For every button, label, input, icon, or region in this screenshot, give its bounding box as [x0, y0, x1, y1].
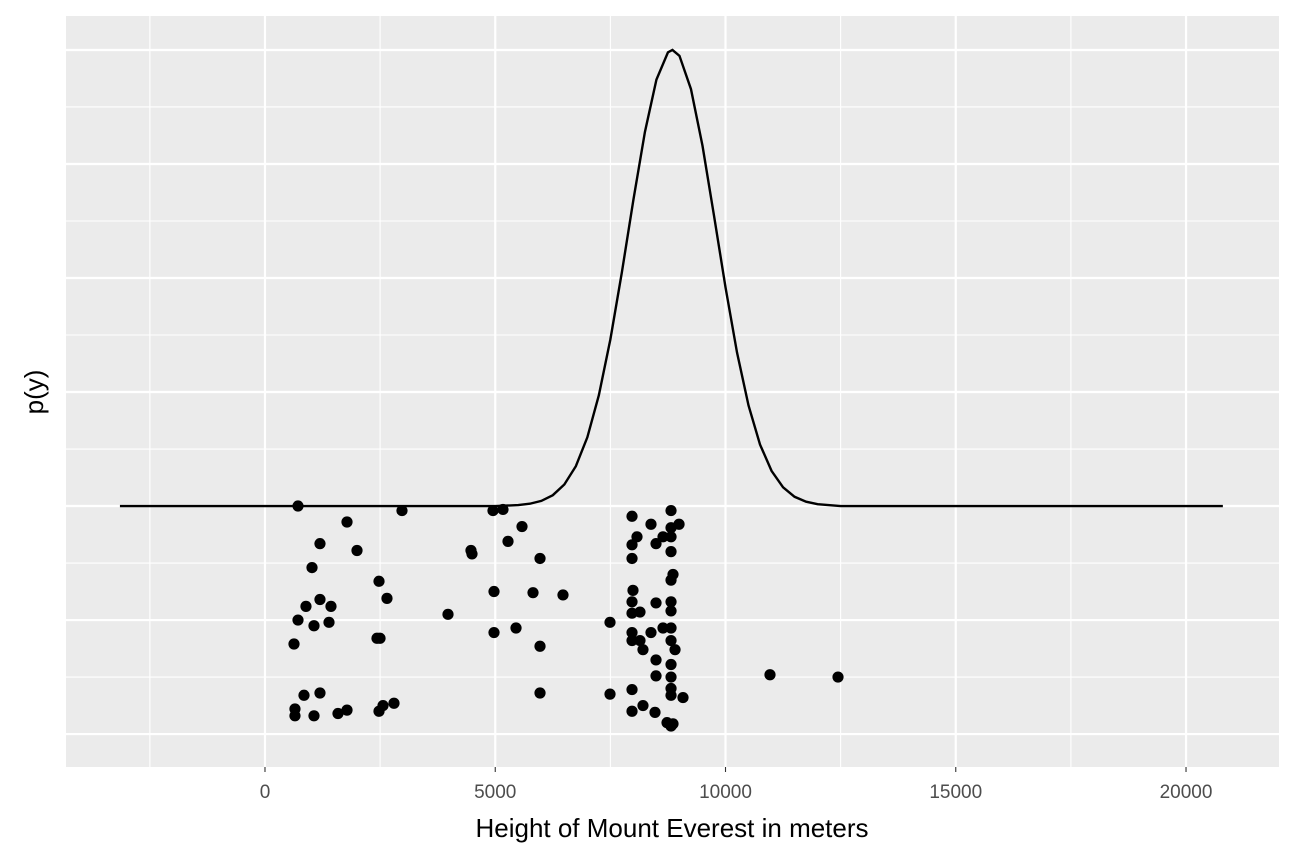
x-tick-label: 5000 — [474, 782, 516, 803]
point — [306, 561, 318, 574]
x-tick-label: 15000 — [929, 782, 982, 803]
point — [314, 593, 326, 606]
point — [626, 705, 638, 717]
point — [665, 658, 677, 671]
point — [487, 504, 499, 517]
point — [637, 699, 649, 712]
point — [604, 616, 616, 628]
point — [764, 669, 776, 681]
point — [665, 504, 677, 517]
point — [534, 640, 546, 652]
point — [631, 531, 643, 543]
point — [341, 516, 353, 528]
x-tick-label: 0 — [260, 782, 271, 803]
point — [323, 616, 335, 628]
point — [292, 500, 304, 512]
point — [488, 585, 500, 598]
x-axis-title: Height of Mount Everest in meters — [475, 813, 868, 843]
x-tick-label: 20000 — [1160, 782, 1213, 803]
point — [298, 689, 310, 701]
x-tick-label: 10000 — [699, 782, 752, 803]
point — [650, 597, 662, 609]
point — [650, 538, 662, 550]
point — [665, 622, 677, 634]
point — [657, 622, 669, 634]
point — [557, 589, 569, 601]
point — [673, 518, 685, 530]
point — [669, 644, 681, 656]
point — [466, 548, 478, 560]
density-curve — [119, 48, 1223, 508]
point — [665, 574, 677, 586]
point — [657, 531, 669, 543]
point — [396, 504, 408, 517]
point — [388, 697, 400, 709]
point — [308, 710, 320, 722]
point — [627, 584, 639, 596]
point — [510, 622, 522, 634]
point — [488, 626, 500, 639]
point — [665, 689, 677, 701]
point — [626, 683, 638, 696]
point — [289, 710, 301, 722]
point — [626, 539, 638, 551]
point — [665, 605, 677, 617]
point — [534, 687, 546, 699]
point — [314, 538, 326, 550]
point — [649, 706, 661, 718]
point — [665, 596, 677, 608]
point — [604, 688, 616, 700]
point — [626, 634, 638, 647]
point — [634, 634, 646, 647]
point — [442, 608, 454, 620]
point — [308, 620, 320, 632]
point — [292, 614, 304, 626]
point — [534, 552, 546, 565]
point — [288, 638, 300, 650]
point — [650, 654, 662, 666]
point — [677, 691, 689, 704]
point — [650, 670, 662, 682]
point — [502, 535, 514, 547]
point — [665, 546, 677, 558]
point — [665, 720, 677, 732]
point — [300, 600, 312, 612]
point — [832, 671, 844, 683]
point — [626, 552, 638, 565]
point — [373, 575, 385, 587]
point — [645, 518, 657, 530]
point — [665, 531, 677, 543]
point — [637, 644, 649, 656]
point — [626, 626, 638, 639]
point — [381, 592, 393, 604]
point — [341, 704, 353, 716]
point — [497, 503, 509, 516]
point — [527, 587, 539, 599]
point — [332, 707, 344, 720]
point — [314, 687, 326, 699]
point — [634, 606, 646, 618]
point — [626, 596, 638, 608]
point — [665, 671, 677, 683]
point — [374, 632, 386, 644]
point — [626, 510, 638, 522]
point — [351, 544, 363, 557]
point — [645, 626, 657, 639]
point — [377, 699, 389, 712]
point — [665, 634, 677, 647]
point — [325, 600, 337, 612]
y-axis-title: p(y) — [19, 370, 49, 415]
point — [516, 520, 528, 533]
